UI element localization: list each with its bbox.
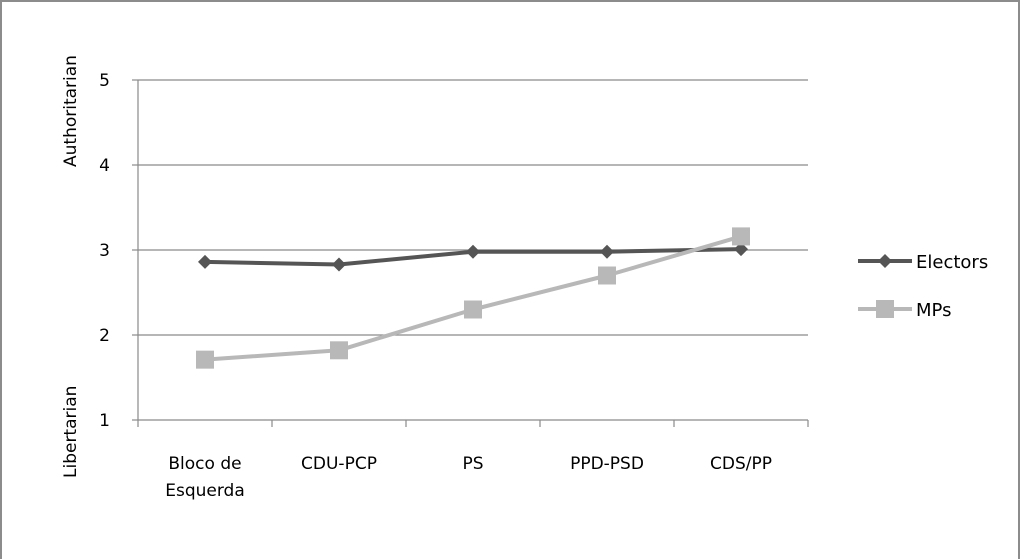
x-category-label: PS — [462, 454, 483, 474]
gridlines — [138, 79, 808, 336]
x-category-label: CDU-PCP — [301, 454, 377, 474]
legend-marker — [878, 254, 892, 268]
legend-label: MPs — [916, 300, 951, 321]
x-category-label: PPD-PSD — [570, 454, 644, 474]
x-axis-categories: Bloco de Esquerda CDU-PCP PS PPD-PSD CDS/PP — [137, 420, 809, 501]
y-tick-label: 3 — [99, 241, 110, 261]
x-category-label: Esquerda — [165, 481, 245, 501]
data-point — [198, 254, 212, 269]
data-point — [732, 227, 750, 246]
y-axis-ticks: 1 2 3 4 5 — [99, 71, 138, 431]
y-tick-label: 5 — [99, 71, 110, 91]
data-point — [600, 244, 614, 259]
legend: Electors MPs — [858, 252, 988, 321]
data-point — [466, 244, 480, 259]
data-point — [464, 300, 482, 319]
data-point — [196, 350, 214, 369]
y-axis-annotations: Authoritarian Libertarian — [61, 55, 81, 478]
y-tick-label: 1 — [99, 411, 110, 431]
y-annotation-bottom: Libertarian — [61, 386, 81, 478]
x-category-label: CDS/PP — [710, 454, 772, 474]
legend-label: Electors — [916, 252, 988, 273]
data-point — [734, 242, 748, 257]
data-point — [332, 257, 346, 272]
legend-marker — [876, 300, 894, 318]
y-annotation-top: Authoritarian — [61, 55, 81, 167]
data-point — [598, 266, 616, 285]
x-category-label: Bloco de — [168, 454, 241, 474]
data-point — [330, 341, 348, 360]
y-tick-label: 4 — [99, 156, 110, 176]
y-tick-label: 2 — [99, 326, 110, 346]
series-mps — [196, 227, 750, 369]
series-group — [196, 227, 750, 369]
series-electors — [198, 242, 748, 272]
